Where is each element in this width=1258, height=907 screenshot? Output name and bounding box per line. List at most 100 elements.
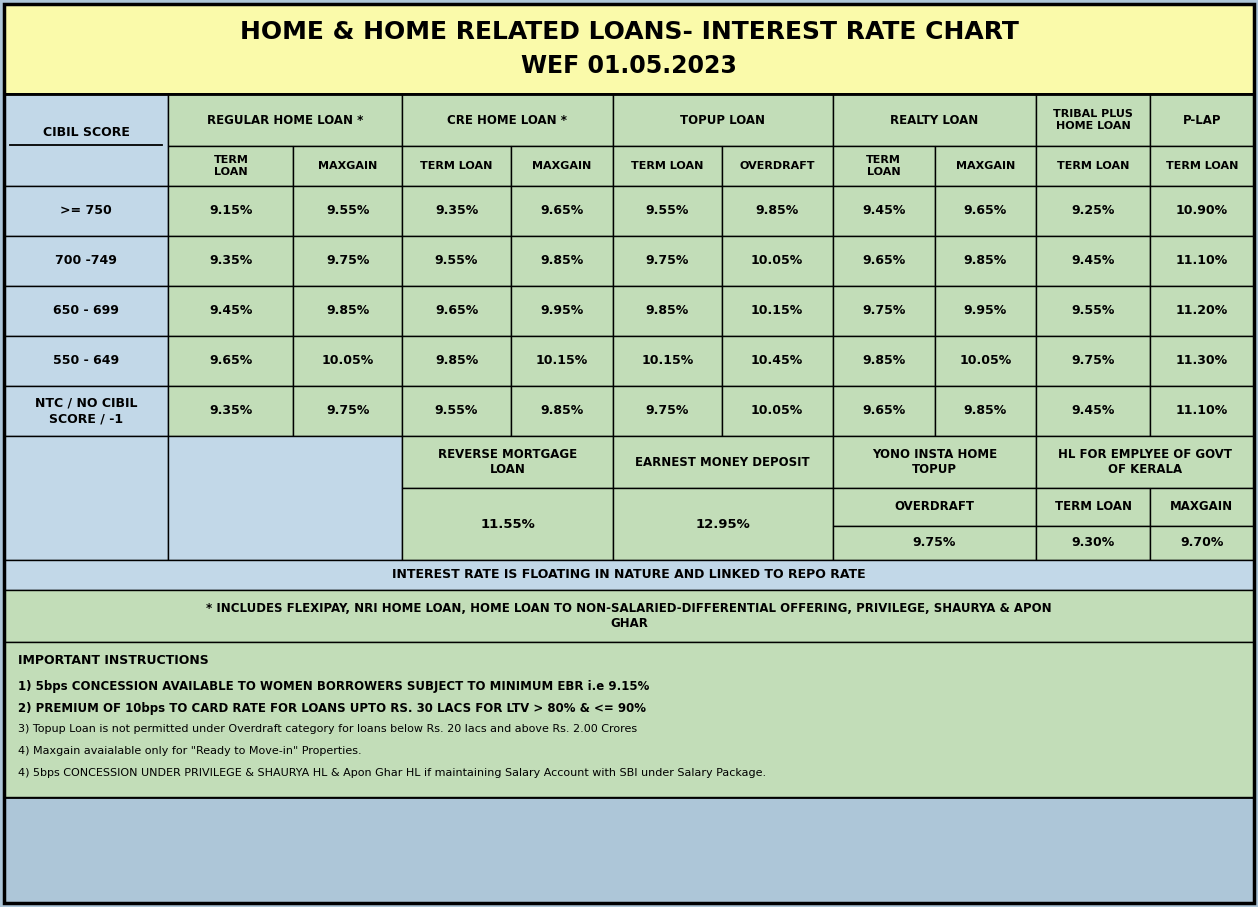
Text: 9.65%: 9.65% [862,405,906,417]
Bar [403,146,511,186]
Bar [169,386,293,436]
Text: 9.75%: 9.75% [326,405,370,417]
Text: 10.90%: 10.90% [1176,204,1228,218]
Text: 9.15%: 9.15% [209,204,253,218]
Bar [293,146,403,186]
Bar [169,436,403,560]
Bar [833,236,935,286]
Bar [1037,186,1150,236]
Bar [613,488,833,560]
Text: 9.65%: 9.65% [964,204,1008,218]
Bar [833,386,935,436]
Text: 2) PREMIUM OF 10bps TO CARD RATE FOR LOANS UPTO RS. 30 LACS FOR LTV > 80% & <= 9: 2) PREMIUM OF 10bps TO CARD RATE FOR LOA… [18,702,647,715]
Text: 9.25%: 9.25% [1072,204,1115,218]
Bar [1150,286,1254,336]
Bar [613,386,722,436]
Bar [403,236,511,286]
Bar [293,336,403,386]
Text: 9.35%: 9.35% [435,204,478,218]
Bar [169,94,403,146]
Text: OVERDRAFT: OVERDRAFT [894,501,975,513]
Bar [403,488,613,560]
Text: TOPUP LOAN: TOPUP LOAN [681,113,765,126]
Text: WEF 01.05.2023: WEF 01.05.2023 [521,54,737,78]
Text: YONO INSTA HOME
TOPUP: YONO INSTA HOME TOPUP [872,448,998,476]
Bar [935,286,1037,336]
Bar [613,436,833,488]
Text: 4) 5bps CONCESSION UNDER PRIVILEGE & SHAURYA HL & Apon Ghar HL if maintaining Sa: 4) 5bps CONCESSION UNDER PRIVILEGE & SHA… [18,768,766,778]
Bar [511,146,613,186]
Text: IMPORTANT INSTRUCTIONS: IMPORTANT INSTRUCTIONS [18,654,209,667]
Bar [613,336,722,386]
Bar [511,186,613,236]
Text: 9.85%: 9.85% [540,405,584,417]
Text: 650 - 699: 650 - 699 [53,305,120,317]
Bar [1150,526,1254,560]
Text: CRE HOME LOAN *: CRE HOME LOAN * [448,113,567,126]
Text: 10.15%: 10.15% [642,355,693,367]
Bar [722,146,833,186]
Bar [722,386,833,436]
Bar [833,436,1037,488]
Text: 11.10%: 11.10% [1176,405,1228,417]
Text: MAXGAIN: MAXGAIN [532,161,591,171]
Text: 9.65%: 9.65% [435,305,478,317]
Text: >= 750: >= 750 [60,204,112,218]
Bar [1150,236,1254,286]
Text: 9.75%: 9.75% [645,405,689,417]
Text: 9.85%: 9.85% [540,255,584,268]
Text: 9.45%: 9.45% [862,204,906,218]
Bar [403,94,613,146]
Bar [935,236,1037,286]
Bar [1037,336,1150,386]
Bar [1150,186,1254,236]
Bar [1150,488,1254,526]
Bar [169,286,293,336]
Text: TERM LOAN: TERM LOAN [420,161,493,171]
Text: 10.05%: 10.05% [960,355,1011,367]
Text: HL FOR EMPLYEE OF GOVT
OF KERALA: HL FOR EMPLYEE OF GOVT OF KERALA [1058,448,1232,476]
Bar [511,386,613,436]
Bar [403,186,511,236]
Bar [1037,146,1150,186]
Bar [403,436,613,488]
Text: 9.55%: 9.55% [645,204,689,218]
Bar [613,94,833,146]
Bar [169,146,293,186]
Bar [833,146,935,186]
Text: 9.75%: 9.75% [862,305,906,317]
Text: TERM
LOAN: TERM LOAN [867,155,901,177]
Bar [4,336,169,386]
Bar [935,186,1037,236]
Bar [1150,94,1254,146]
Bar [4,590,1254,642]
Bar [4,286,169,336]
Text: TRIBAL PLUS
HOME LOAN: TRIBAL PLUS HOME LOAN [1053,109,1133,131]
Bar [935,386,1037,436]
Text: 10.15%: 10.15% [536,355,587,367]
Text: 9.45%: 9.45% [1072,405,1115,417]
Text: OVERDRAFT: OVERDRAFT [740,161,815,171]
Bar [511,336,613,386]
Bar [511,286,613,336]
Text: 9.75%: 9.75% [913,537,956,550]
Text: 9.85%: 9.85% [964,405,1008,417]
Text: MAXGAIN: MAXGAIN [956,161,1015,171]
Bar [833,186,935,236]
Text: MAXGAIN: MAXGAIN [1170,501,1234,513]
Bar [293,236,403,286]
Bar [722,336,833,386]
Text: 9.55%: 9.55% [435,255,478,268]
Bar [1150,336,1254,386]
Text: 9.30%: 9.30% [1072,537,1115,550]
Text: 9.65%: 9.65% [540,204,584,218]
Text: TERM LOAN: TERM LOAN [632,161,703,171]
Bar [1037,386,1150,436]
Bar [613,146,722,186]
Bar [4,4,1254,94]
Bar [722,186,833,236]
Bar [613,186,722,236]
Text: 9.55%: 9.55% [326,204,370,218]
Text: 9.70%: 9.70% [1180,537,1224,550]
Text: 9.85%: 9.85% [862,355,906,367]
